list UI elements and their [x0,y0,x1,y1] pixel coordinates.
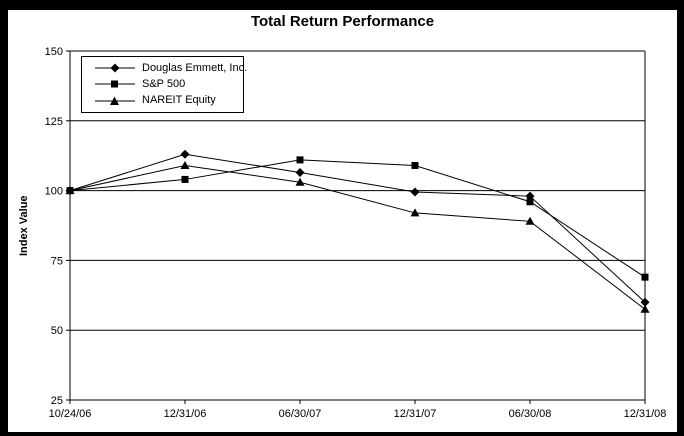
plot-area-svg: 25 50 75 100 125 150 10/24/06 12/31/06 06/30/07 1… [45,46,667,420]
x-tick-label: 12/31/06 [164,408,207,420]
triangle-marker-icon [65,186,75,195]
triangle-marker-icon [410,208,420,217]
square-marker-icon [411,161,419,169]
diamond-marker-icon [410,187,420,197]
x-tick-label: 12/31/08 [624,408,667,420]
x-tick-label: 06/30/08 [509,408,552,420]
y-tick-label: 100 [45,186,63,198]
x-tick-label: 10/24/06 [49,408,92,420]
chart-title: Total Return Performance [250,13,435,30]
triangle-marker-icon [295,177,305,186]
series-line [69,159,646,278]
diamond-marker-icon [180,149,190,159]
diamond-marker-icon [295,167,305,177]
y-tick-label: 25 [51,395,63,407]
y-tick-label: 125 [45,116,63,128]
x-tick-label: 12/31/07 [394,408,437,420]
series-line [69,153,646,303]
legend-label: S&P 500 [142,77,186,90]
square-marker-icon [641,273,649,281]
triangle-marker-icon [640,304,650,313]
triangle-marker-icon [95,96,135,105]
legend-item-douglas-emmett: Douglas Emmett, Inc. [95,61,247,76]
legend-item-nareit-equity: NAREIT Equity [95,93,241,108]
diamond-marker-icon [95,63,135,73]
legend-label: NAREIT Equity [142,94,216,107]
square-marker-icon [526,198,534,206]
legend-label: Douglas Emmett, Inc. [142,61,248,74]
series-line [69,164,646,310]
y-tick-label: 150 [45,46,63,58]
square-marker-icon [181,175,189,183]
triangle-marker-icon [525,216,535,225]
square-marker-icon [296,156,304,164]
diamond-marker-icon [640,297,650,307]
y-tick-label: 75 [51,255,63,267]
triangle-marker-icon [180,160,190,169]
legend-item-sp500: S&P 500 [95,77,241,92]
y-tick-label: 50 [51,325,63,337]
legend: Douglas Emmett, Inc. S&P 500 NAREIT Equi… [81,56,247,113]
square-marker-icon [95,80,135,88]
x-tick-label: 06/30/07 [279,408,322,420]
